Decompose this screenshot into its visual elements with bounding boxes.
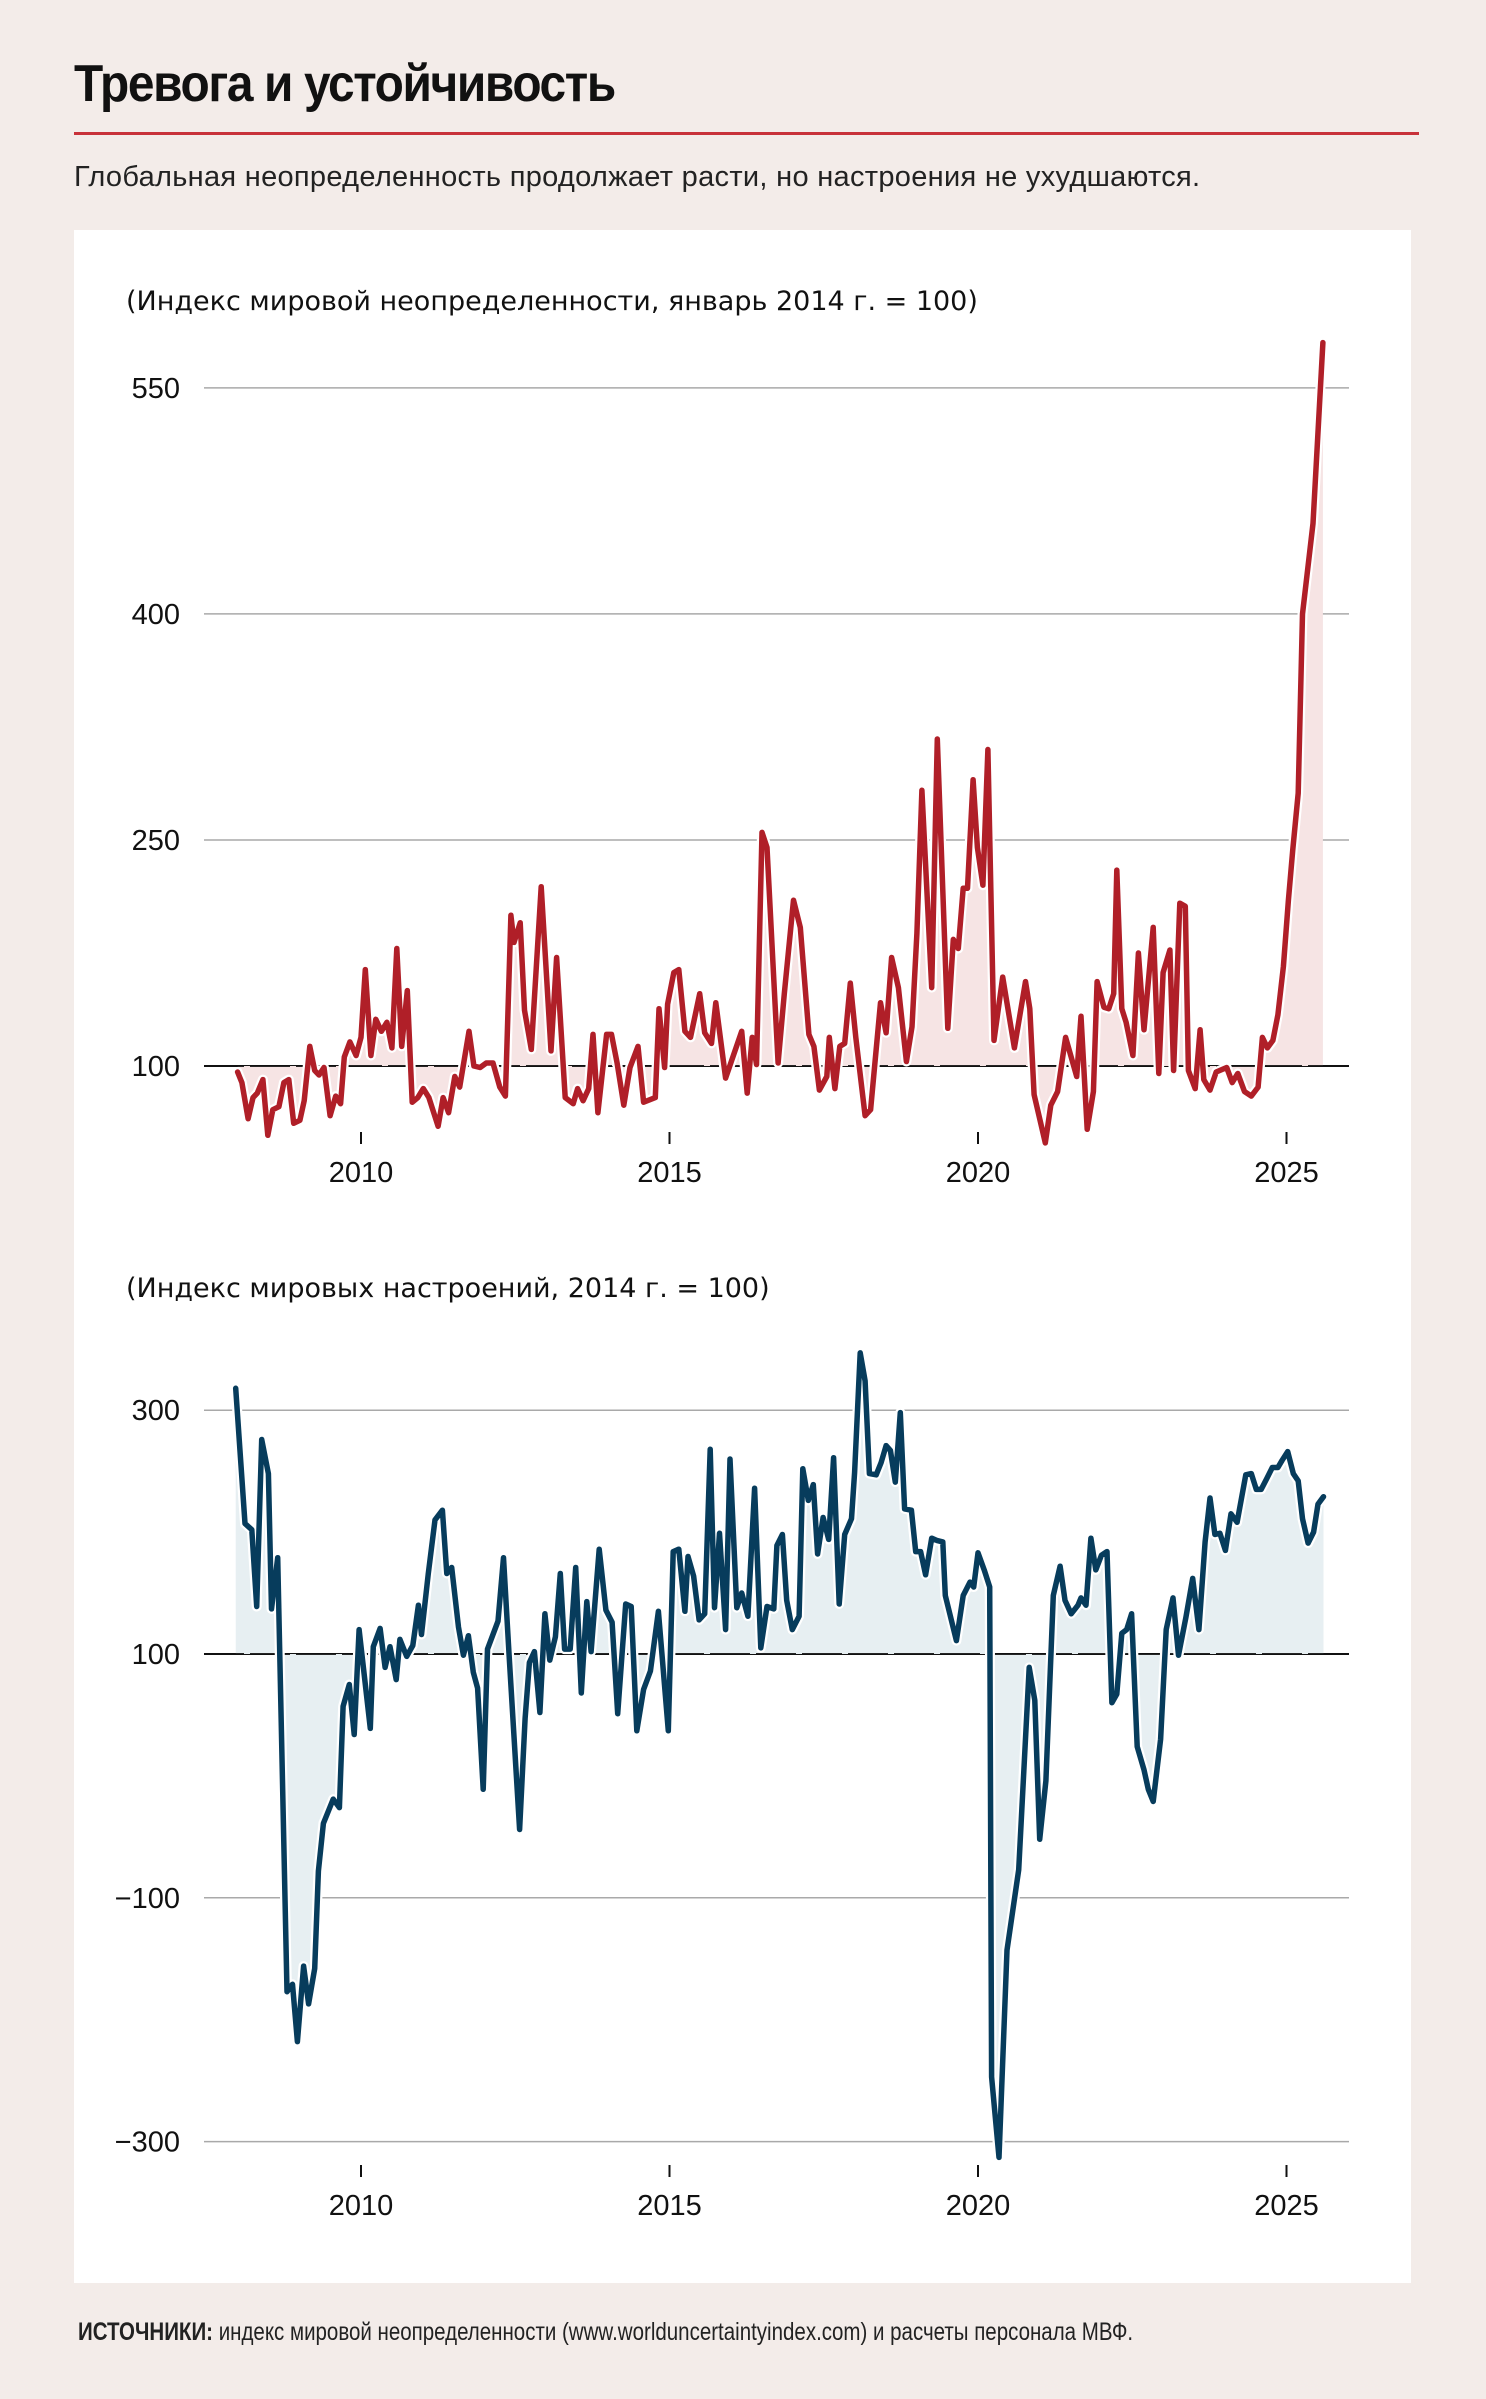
sentiment-y-tick-label: 300 — [132, 1395, 180, 1427]
source-note: ИСТОЧНИКИ: индекс мировой неопределеннос… — [78, 2318, 1133, 2347]
uncertainty-chart: (Индекс мировой неопределенности, январь… — [126, 286, 1349, 1189]
sentiment-series-line — [232, 1350, 1327, 2161]
uncertainty-x-tick-label: 2010 — [329, 1157, 394, 1189]
uncertainty-chart-title: (Индекс мировой неопределенности, январь… — [126, 286, 978, 317]
source-label: ИСТОЧНИКИ: — [78, 2318, 214, 2346]
sentiment-chart-title: (Индекс мировых настроений, 2014 г. = 10… — [126, 1273, 770, 1304]
uncertainty-x-tick-label: 2020 — [946, 1157, 1011, 1189]
sentiment-x-tick-label: 2020 — [946, 2190, 1011, 2222]
sentiment-y-tick-label: −100 — [115, 1883, 180, 1915]
sentiment-x-tick-label: 2010 — [329, 2190, 394, 2222]
sentiment-y-tick-label: 100 — [132, 1639, 180, 1671]
page-subtitle: Глобальная неопределенность продолжает р… — [74, 161, 1201, 193]
sentiment-y-tick-label: −300 — [115, 2127, 180, 2159]
sentiment-x-tick-label: 2025 — [1254, 2190, 1319, 2222]
sentiment-chart: (Индекс мировых настроений, 2014 г. = 10… — [115, 1273, 1349, 2222]
uncertainty-y-tick-label: 400 — [132, 599, 180, 631]
uncertainty-x-tick-label: 2025 — [1254, 1157, 1319, 1189]
page-title: Тревога и устойчивость — [74, 55, 616, 113]
uncertainty-series-line — [234, 339, 1326, 1146]
uncertainty-y-tick-label: 100 — [132, 1051, 180, 1083]
uncertainty-x-tick-label: 2015 — [637, 1157, 702, 1189]
sentiment-x-tick-label: 2015 — [637, 2190, 702, 2222]
uncertainty-y-tick-label: 250 — [132, 825, 180, 857]
uncertainty-y-tick-label: 550 — [132, 373, 180, 405]
title-divider — [74, 132, 1419, 135]
source-text: индекс мировой неопределенности (www.wor… — [213, 2318, 1134, 2346]
